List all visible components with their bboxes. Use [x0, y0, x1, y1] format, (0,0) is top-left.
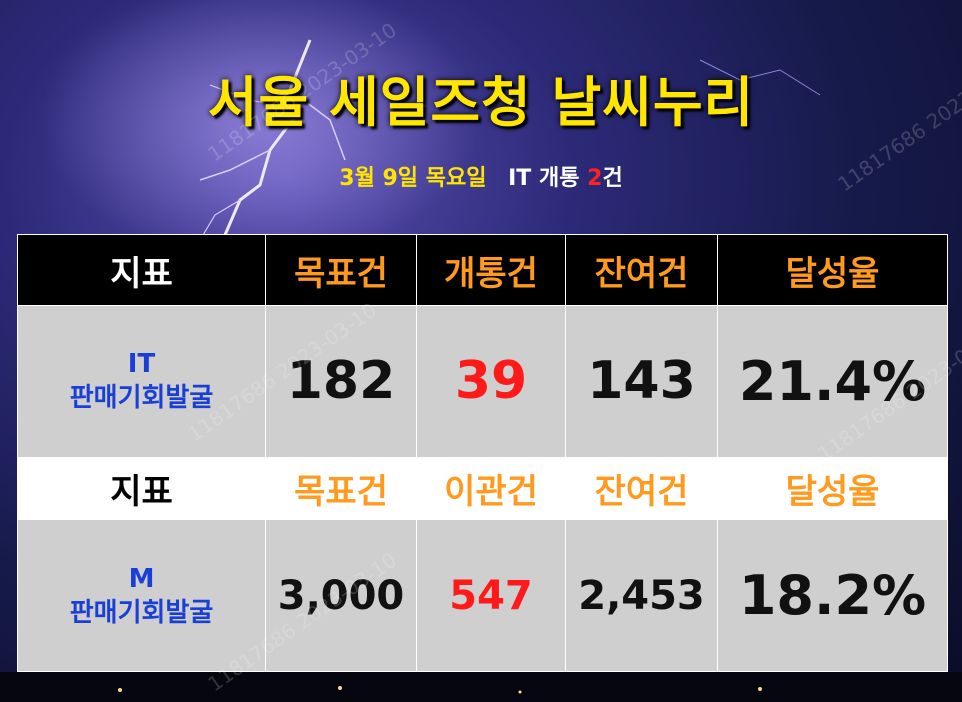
- it-target-value: 182: [265, 305, 417, 458]
- m-remain-value: 2,453: [565, 519, 718, 672]
- it-rate-value: 21.4%: [717, 305, 948, 458]
- page-subtitle: 3월 9일 목요일 IT 개통 2건: [0, 160, 962, 192]
- metrics-table: 지표 목표건 개통건 잔여건 달성율 IT 판매기회발굴 182 39 143 …: [17, 233, 948, 672]
- sub-header-col-target: 목표건: [265, 456, 417, 521]
- it-row: IT 판매기회발굴 182 39 143 21.4%: [17, 305, 948, 458]
- header-label: 지표: [17, 233, 266, 307]
- m-row: M 판매기회발굴 3,000 547 2,453 18.2%: [17, 519, 948, 672]
- page-title: 서울 세일즈청 날씨누리: [207, 71, 755, 134]
- m-row-label-line2: 판매기회발굴: [69, 597, 214, 628]
- m-rate-value: 18.2%: [717, 519, 948, 672]
- sub-header-col-remain: 잔여건: [565, 456, 718, 521]
- it-row-label-line2: 판매기회발굴: [69, 383, 214, 414]
- m-target-value: 3,000: [265, 519, 417, 672]
- header-col-done: 개통건: [416, 233, 566, 307]
- header-col-remain: 잔여건: [565, 233, 718, 307]
- it-open-count: 2: [587, 166, 603, 191]
- m-row-label: M 판매기회발굴: [17, 519, 266, 672]
- sub-header-row: 지표 목표건 이관건 잔여건 달성율: [17, 456, 948, 521]
- header-col-rate: 달성율: [717, 233, 948, 307]
- m-row-label-line1: M: [128, 563, 155, 594]
- m-done-value: 547: [416, 519, 566, 672]
- it-open-unit: 건: [602, 166, 623, 191]
- it-done-value: 39: [416, 305, 566, 458]
- it-row-label: IT 판매기회발굴: [17, 305, 266, 458]
- sub-header-col-transfer: 이관건: [416, 456, 566, 521]
- it-remain-value: 143: [565, 305, 718, 458]
- header-col-target: 목표건: [265, 233, 417, 307]
- it-row-label-line1: IT: [127, 349, 156, 380]
- sub-header-col-rate: 달성율: [717, 456, 948, 521]
- sub-header-label: 지표: [17, 456, 266, 521]
- date-label: 3월 9일 목요일: [339, 166, 487, 191]
- it-open-label: IT 개통: [508, 166, 580, 191]
- header-row: 지표 목표건 개통건 잔여건 달성율: [17, 233, 948, 307]
